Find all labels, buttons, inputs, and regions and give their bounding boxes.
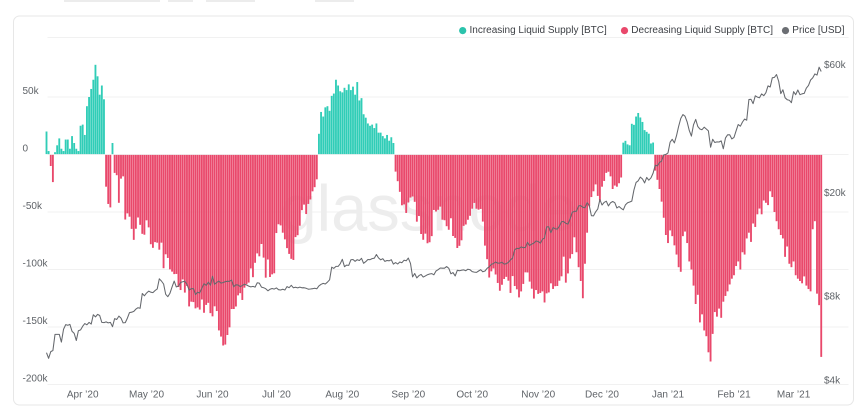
svg-text:May ’20: May ’20	[129, 390, 164, 401]
svg-text:Dec ’20: Dec ’20	[585, 390, 619, 401]
svg-text:Sep ’20: Sep ’20	[391, 390, 425, 401]
svg-text:Apr ’20: Apr ’20	[67, 390, 99, 401]
svg-text:Price [USD]: Price [USD]	[792, 25, 844, 36]
svg-text:Jul ’20: Jul ’20	[262, 390, 291, 401]
svg-text:$20k: $20k	[824, 188, 847, 199]
svg-text:Nov ’20: Nov ’20	[521, 390, 555, 401]
svg-text:Jun ’20: Jun ’20	[196, 390, 229, 401]
svg-text:Aug ’20: Aug ’20	[325, 390, 359, 401]
svg-text:0: 0	[23, 144, 29, 155]
svg-text:-200k: -200k	[23, 374, 49, 385]
svg-text:$8k: $8k	[824, 292, 841, 303]
svg-text:Feb ’21: Feb ’21	[717, 390, 751, 401]
svg-text:$60k: $60k	[824, 60, 847, 71]
svg-text:Decreasing Liquid Supply [BTC]: Decreasing Liquid Supply [BTC]	[631, 25, 773, 36]
svg-text:-100k: -100k	[23, 259, 49, 270]
svg-text:Increasing Liquid Supply [BTC]: Increasing Liquid Supply [BTC]	[470, 25, 608, 36]
svg-text:50k: 50k	[23, 86, 40, 97]
svg-text:-150k: -150k	[23, 316, 49, 327]
svg-text:-50k: -50k	[23, 201, 43, 212]
svg-text:Mar ’21: Mar ’21	[777, 390, 811, 401]
svg-text:Oct ’20: Oct ’20	[456, 390, 488, 401]
svg-text:Jan ’21: Jan ’21	[652, 390, 685, 401]
svg-text:$4k: $4k	[824, 376, 841, 387]
